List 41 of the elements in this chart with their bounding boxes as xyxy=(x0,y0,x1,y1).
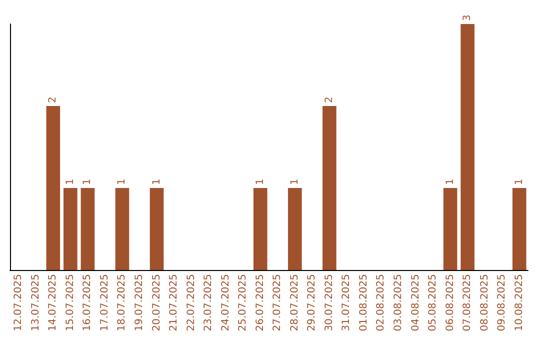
x-tick-label: 10.08.2025 xyxy=(514,274,525,332)
x-tick-label: 15.07.2025 xyxy=(64,274,76,332)
x-tick-label: 09.08.2025 xyxy=(496,274,508,332)
data-label: 2 xyxy=(324,96,335,103)
data-label: 1 xyxy=(254,178,266,185)
x-tick-label: 18.07.2025 xyxy=(116,274,128,332)
x-tick-label: 25.07.2025 xyxy=(238,274,249,332)
x-tick-label: 27.07.2025 xyxy=(272,274,284,332)
x-tick-label: 05.08.2025 xyxy=(428,274,439,332)
data-label: 1 xyxy=(444,178,456,185)
x-tick-label: 04.08.2025 xyxy=(410,274,422,332)
x-tick-label: 24.07.2025 xyxy=(220,274,232,332)
data-label: 1 xyxy=(116,178,128,185)
x-tick-label: 08.08.2025 xyxy=(479,274,490,332)
x-tick-label: 30.07.2025 xyxy=(324,274,335,332)
x-tick-label: 03.08.2025 xyxy=(393,274,404,332)
x-tick-label: 01.08.2025 xyxy=(358,274,370,332)
data-label: 1 xyxy=(289,178,300,185)
x-tick-label: 29.07.2025 xyxy=(306,274,318,332)
x-tick-label: 17.07.2025 xyxy=(99,274,110,332)
data-label: 1 xyxy=(82,178,94,185)
x-tick-label: 21.07.2025 xyxy=(168,274,180,332)
x-tick-label: 06.08.2025 xyxy=(444,274,456,332)
x-tick-label: 02.08.2025 xyxy=(376,274,387,332)
x-tick-label: 07.08.2025 xyxy=(462,274,474,332)
x-tick-label: 20.07.2025 xyxy=(151,274,162,332)
x-tick-label: 16.07.2025 xyxy=(82,274,94,332)
x-tick-label: 22.07.2025 xyxy=(186,274,197,332)
x-tick-label: 12.07.2025 xyxy=(13,274,24,332)
x-tick-label: 14.07.2025 xyxy=(48,274,59,332)
data-label: 1 xyxy=(151,178,162,185)
data-label: 1 xyxy=(64,178,76,185)
data-label: 3 xyxy=(462,14,474,21)
data-label: 1 xyxy=(514,178,525,185)
x-tick-label: 28.07.2025 xyxy=(289,274,300,332)
data-label: 2 xyxy=(48,96,59,103)
x-tick-label: 31.07.2025 xyxy=(341,274,352,332)
x-tick-label: 23.07.2025 xyxy=(203,274,214,332)
x-tick-label: 26.07.2025 xyxy=(254,274,266,332)
x-tick-label: 19.07.2025 xyxy=(134,274,145,332)
x-tick-label: 13.07.2025 xyxy=(30,274,42,332)
